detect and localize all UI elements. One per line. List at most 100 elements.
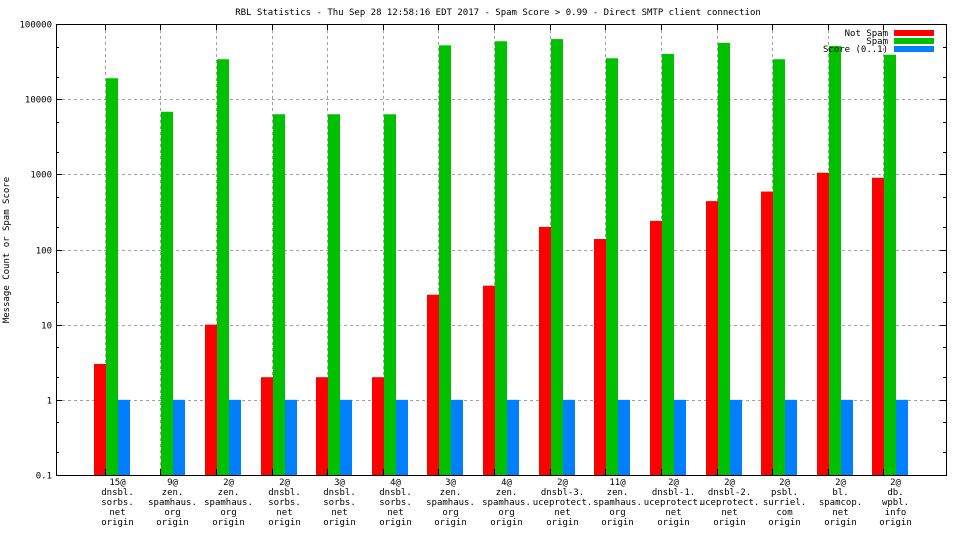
x-tick-label-line: 2@ [557,478,568,488]
x-tick-label-line: dnsbl-2. [708,488,751,498]
x-tick-label-line: com [776,508,792,518]
x-tick-label-line: origin [156,518,189,528]
x-tick-label-line: zen. [496,488,518,498]
x-tick-label: 2@ zen. spamhaus. org origin [204,478,253,528]
x-tick-label: 2@ dnsbl. sorbs. net origin [268,478,301,528]
bar-score-0-1- [173,399,185,475]
x-tick-label-line: sorbs. [268,498,301,508]
x-tick-label-line: dnsbl-3. [541,488,584,498]
x-tick-label-line: org [442,508,458,518]
bar-not-spam [261,377,273,475]
x-tick-label: 3@ zen. spamhaus. org origin [426,478,475,528]
x-tick-label: 15@ dnsbl. sorbs. net origin [101,478,134,528]
x-tick-label: 3@ dnsbl. sorbs. net origin [323,478,356,528]
bar-score-0-1- [896,399,908,475]
x-tick-label-line: net [721,508,737,518]
bar-spam [662,53,674,475]
x-tick-label-line: surriel. [763,498,806,508]
bar-spam [718,42,730,476]
bar-spam [439,45,451,476]
x-tick-label-line: origin [101,518,134,528]
y-tick-label: 100 [36,247,52,257]
x-tick-label-line: org [220,508,236,518]
x-tick-label-line: zen. [162,488,184,498]
x-tick-label-line: origin [490,518,523,528]
x-tick-label-line: 2@ [835,478,846,488]
bar-spam [161,111,173,476]
x-tick-label-line: origin [268,518,301,528]
bar-spam [328,114,340,475]
legend-swatch [894,38,934,44]
x-tick-label-line: net [554,508,570,518]
bar-not-spam [205,324,217,475]
bar-not-spam [761,191,773,475]
bar-not-spam [706,201,718,476]
x-tick-label-line: 2@ [279,478,290,488]
bar-score-0-1- [451,399,463,475]
x-tick-label-line: 2@ [724,478,735,488]
x-tick-label-line: spamhaus. [204,498,253,508]
y-tick-label: 0.1 [36,472,52,482]
bar-score-0-1- [730,399,742,475]
bar-spam [106,78,118,475]
x-tick-label-line: dnsbl. [101,488,134,498]
x-tick-label-line: origin [879,518,912,528]
x-tick-label-line: net [665,508,681,518]
bar-spam [217,59,229,476]
bar-not-spam [650,220,662,475]
y-tick-label: 1 [47,397,52,407]
x-tick-label-line: origin [713,518,746,528]
x-tick-label-line: zen. [440,488,462,498]
x-tick-label: 2@ db. wpbl. info origin [879,478,912,528]
x-tick-label-line: net [109,508,125,518]
bar-score-0-1- [285,399,297,475]
bar-not-spam [427,294,439,475]
x-tick-label-line: net [387,508,403,518]
x-tick-label-line: net [276,508,292,518]
x-tick-label-line: uceprotect. [700,498,760,508]
bar-not-spam [483,285,495,475]
bar-not-spam [372,377,384,475]
x-tick-label: 2@ psbl. surriel. com origin [763,478,806,528]
bar-score-0-1- [340,399,352,475]
x-tick-label: 2@ dnsbl-3. uceprotect. net origin [533,478,593,528]
bar-score-0-1- [507,399,519,475]
bar-not-spam [539,226,551,475]
x-tick-label-line: origin [546,518,579,528]
x-tick-label-line: spamhaus. [482,498,531,508]
bar-spam [495,41,507,475]
y-axis-label: Message Count or Spam Score [2,177,12,323]
x-tick-label-line: origin [434,518,467,528]
x-tick-label-line: org [164,508,180,518]
bar-spam [884,54,896,475]
x-tick-label-line: db. [887,488,903,498]
x-tick-label-line: spamcop. [819,498,862,508]
x-tick-label: 2@ dnsbl-1. uceprotect. net origin [644,478,704,528]
bar-not-spam [94,363,106,475]
x-tick-label-line: bl. [832,488,848,498]
bar-score-0-1- [563,399,575,475]
bar-score-0-1- [674,399,686,475]
bar-spam [606,58,618,476]
x-tick-label-line: 11@ [609,478,626,488]
bar-score-0-1- [841,399,853,475]
x-tick-label-line: uceprotect. [533,498,593,508]
bar-score-0-1- [229,399,241,475]
x-tick-label-line: 2@ [223,478,234,488]
y-ticks: 0.1 1 10 100 1000 10000 100000 [19,21,946,482]
x-tick-label-line: sorbs. [323,498,356,508]
bar-spam [829,45,841,475]
legend-label: Score (0..1) [823,45,888,55]
bar-not-spam [316,377,328,475]
x-tick-label-line: 3@ [334,478,345,488]
x-tick-label: 4@ zen. spamhaus. org origin [482,478,531,528]
legend-swatch [894,46,934,52]
x-tick-label-line: uceprotect. [644,498,704,508]
x-tick-label-line: net [331,508,347,518]
y-tick-label: 1000 [30,171,52,181]
x-tick-label-line: spamhaus. [593,498,642,508]
x-tick-label-line: origin [212,518,245,528]
bar-spam [273,114,285,475]
